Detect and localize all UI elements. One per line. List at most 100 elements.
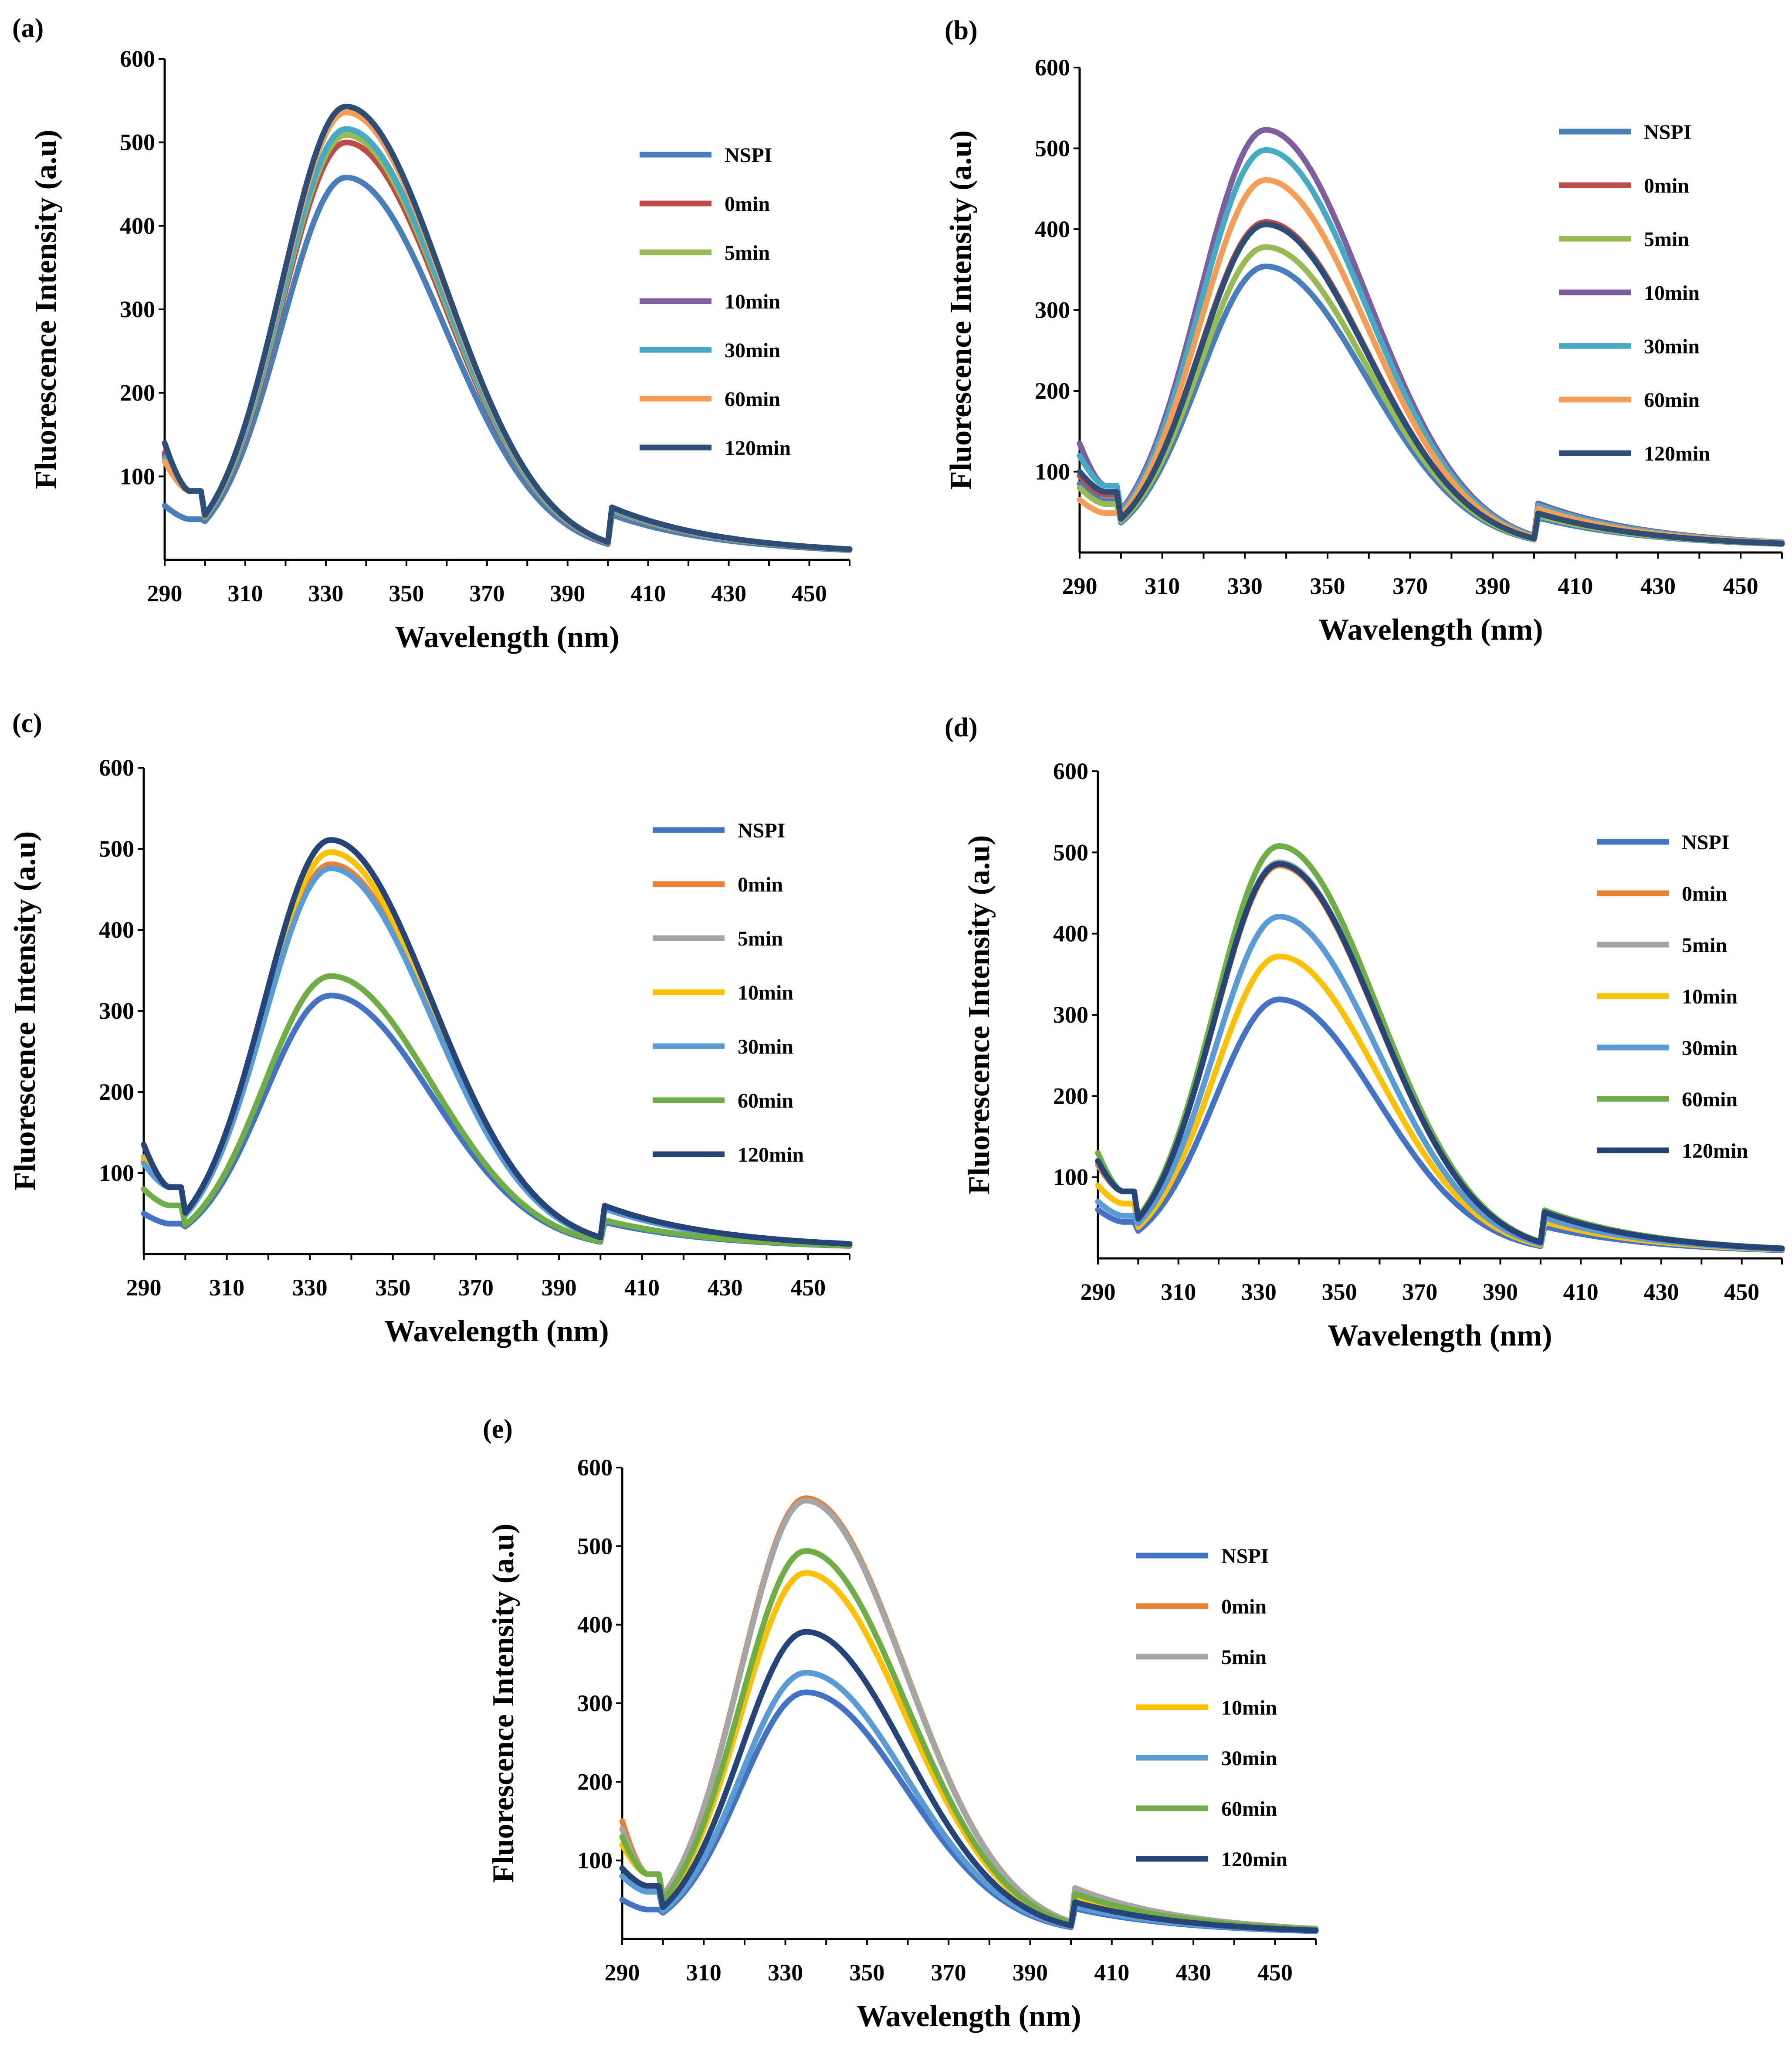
series-line-120min [162,103,853,552]
legend-label-30min: 30min [1221,1747,1277,1770]
y-tick-label: 400 [577,1612,613,1638]
y-tick-label: 500 [1035,136,1070,162]
legend-label-30min: 30min [725,339,780,362]
legend-label-60min: 60min [1644,389,1700,412]
x-tick-label: 310 [227,580,263,607]
x-axis-title: Wavelength (nm) [1328,1319,1552,1353]
series-line-120min [1095,861,1785,1251]
y-axis-title: Fluorescence Intensity (a.u) [29,130,63,489]
x-tick-label: 330 [1241,1279,1277,1305]
legend-label-0min: 0min [1221,1595,1267,1618]
x-tick-label: 410 [1094,1959,1129,1986]
y-tick-label: 400 [1035,216,1070,242]
legend-label-120min: 120min [1221,1848,1287,1871]
x-tick-label: 390 [550,580,585,607]
legend-label-10min: 10min [1221,1696,1277,1719]
panel-label: (c) [12,708,42,738]
legend-label-0min: 0min [1682,882,1727,905]
x-tick-label: 310 [1161,1279,1196,1305]
x-tick-label: 370 [1402,1279,1437,1305]
y-tick-label: 400 [120,213,155,239]
chart-panel-c: (c) 100 200 300 400 500 600 290 310 330 350 370 390 4… [8,708,853,1348]
chart-panel-e: (e) 100 200 300 400 500 600 290 310 330 350 370 390 4… [483,1414,1319,2033]
x-tick-label: 450 [1257,1959,1293,1986]
x-tick-label: 310 [209,1275,244,1301]
x-tick-label: 370 [931,1959,966,1986]
legend-label-0min: 0min [725,193,770,216]
chart-panel-a: (a) 100 200 300 400 500 600 290 310 330 350 370 390 4… [12,14,853,654]
y-tick-label: 200 [99,1079,134,1105]
x-tick-label: 450 [1723,573,1758,599]
x-tick-label: 350 [375,1275,410,1301]
series-line-60min [619,1548,1319,1932]
x-tick-label: 390 [541,1275,576,1301]
x-axis-title: Wavelength (nm) [1318,613,1543,647]
x-tick-label: 450 [1724,1279,1759,1305]
y-tick-label: 600 [1035,54,1070,81]
y-tick-label: 100 [577,1847,613,1874]
series-line-120min [619,1629,1319,1933]
x-tick-label: 410 [1563,1279,1599,1305]
legend-label-5min: 5min [1644,228,1689,251]
y-tick-label: 500 [1053,839,1088,865]
x-tick-label: 330 [1227,573,1263,599]
x-tick-label: 410 [624,1275,660,1301]
panel-label: (b) [945,16,978,45]
legend-label-10min: 10min [1682,985,1738,1008]
y-tick-label: 500 [120,129,155,156]
x-axis-title: Wavelength (nm) [395,620,619,654]
x-tick-label: 290 [1081,1279,1116,1305]
x-tick-label: 410 [1558,573,1593,599]
y-tick-label: 600 [577,1454,613,1481]
legend-label-30min: 30min [1644,335,1700,358]
y-axis-title: Fluorescence Intensity (a.u) [962,835,996,1195]
panel-label: (a) [12,14,44,43]
legend-label-nspi: NSPI [738,819,785,842]
legend-label-nspi: NSPI [1221,1545,1269,1568]
legend-label-30min: 30min [738,1035,793,1058]
y-tick-label: 300 [1035,297,1070,323]
legend-label-nspi: NSPI [1644,121,1691,144]
x-tick-label: 430 [1176,1959,1211,1986]
legend-label-120min: 120min [1644,442,1710,465]
x-tick-label: 430 [711,580,746,607]
x-tick-label: 330 [308,580,343,607]
x-tick-label: 310 [686,1959,722,1986]
x-tick-label: 450 [792,580,827,607]
x-tick-label: 370 [1392,573,1428,599]
y-tick-label: 100 [1035,459,1070,485]
x-tick-label: 410 [630,580,666,607]
legend-label-nspi: NSPI [725,144,772,167]
legend-label-0min: 0min [738,873,783,896]
y-tick-label: 600 [99,755,134,781]
legend-label-60min: 60min [1221,1797,1277,1820]
series-line-60min [141,973,853,1249]
y-axis-title: Fluorescence Intensity (a.u) [8,831,42,1191]
y-tick-label: 500 [577,1533,613,1559]
series-line-120min [1077,221,1785,546]
x-axis-title: Wavelength (nm) [384,1315,609,1348]
y-tick-label: 200 [1053,1083,1088,1109]
x-tick-label: 370 [469,580,505,607]
legend-label-120min: 120min [725,437,791,460]
legend-label-120min: 120min [1682,1139,1748,1163]
x-tick-label: 450 [790,1275,826,1301]
x-tick-label: 290 [605,1959,640,1986]
x-tick-label: 290 [147,580,183,607]
y-tick-label: 200 [1035,378,1070,404]
legend-label-5min: 5min [1682,934,1727,957]
x-tick-label: 370 [458,1275,494,1301]
legend-label-60min: 60min [725,388,780,411]
series-line-nspi [1095,997,1785,1253]
series-line-30min [1095,914,1785,1252]
legend-label-120min: 120min [738,1143,804,1166]
x-tick-label: 390 [1483,1279,1518,1305]
legend-label-60min: 60min [1682,1088,1738,1111]
y-tick-label: 100 [120,463,155,489]
y-tick-label: 300 [1053,1002,1088,1028]
legend-label-nspi: NSPI [1682,831,1729,854]
y-tick-label: 400 [1053,921,1088,947]
legend-label-0min: 0min [1644,174,1689,197]
x-tick-label: 350 [389,580,424,607]
series-line-60min [162,109,853,552]
